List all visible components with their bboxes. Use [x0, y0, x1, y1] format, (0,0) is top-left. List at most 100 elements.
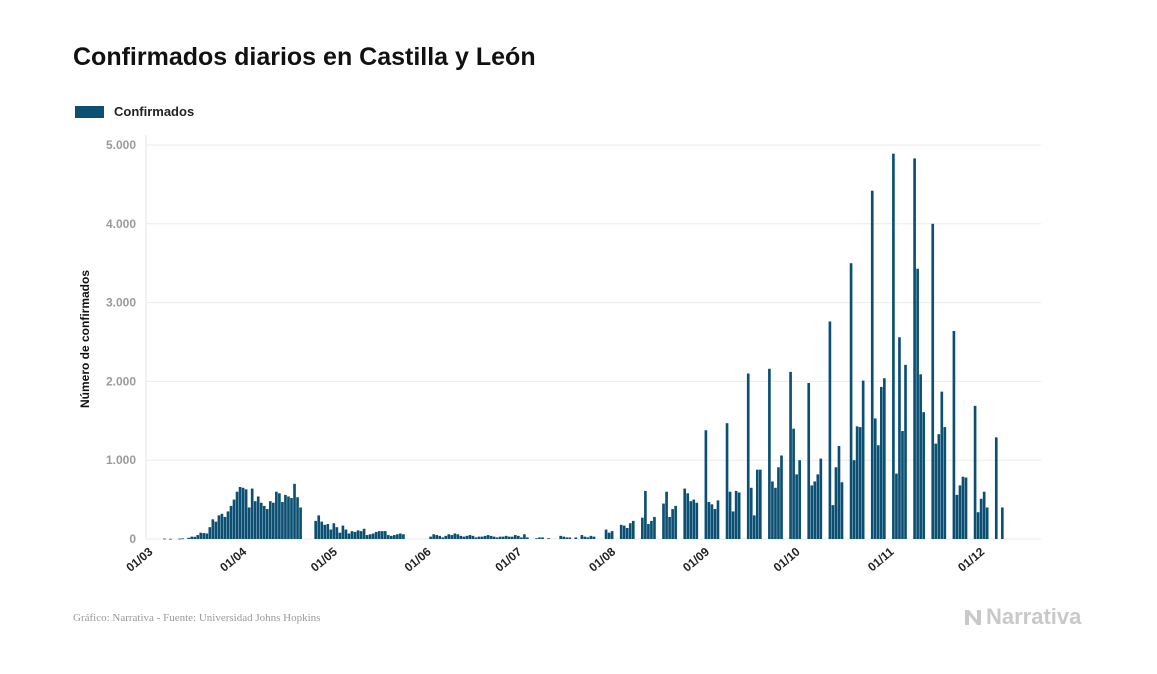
bar — [589, 535, 593, 539]
x-tick-label: 01/11 — [865, 544, 897, 574]
bar — [356, 530, 360, 539]
bar — [631, 520, 635, 539]
bar — [353, 531, 357, 539]
bar — [985, 507, 989, 539]
bar — [943, 427, 947, 539]
bar — [211, 519, 215, 539]
bar — [450, 535, 454, 539]
bar — [883, 378, 886, 539]
bar — [774, 487, 777, 539]
bar — [498, 536, 502, 539]
bar — [293, 483, 296, 539]
y-axis-ticks: 0 1.000 2.000 3.000 4.000 5.000 — [106, 138, 136, 546]
bar — [834, 467, 838, 539]
bar — [895, 473, 898, 539]
bar — [961, 476, 965, 539]
y-tick-label: 0 — [129, 532, 136, 546]
bar — [262, 505, 266, 539]
bar — [604, 529, 608, 539]
bar — [178, 538, 181, 540]
bar — [892, 153, 895, 540]
bar — [523, 534, 526, 539]
bar — [477, 536, 481, 539]
bar — [686, 493, 690, 539]
bar — [731, 511, 735, 539]
bar — [683, 488, 687, 539]
bar — [383, 531, 387, 539]
bar — [565, 537, 569, 539]
bar — [217, 515, 221, 539]
bar — [692, 499, 696, 539]
x-tick-label: 01/04 — [217, 544, 249, 574]
bar — [435, 535, 439, 539]
bar — [507, 536, 511, 539]
bar — [265, 509, 269, 539]
bar — [716, 500, 720, 539]
bar — [876, 445, 880, 539]
bar — [377, 531, 381, 539]
x-tick-label: 01/05 — [308, 544, 340, 574]
bar — [374, 531, 378, 539]
bar — [610, 531, 614, 539]
bar — [232, 499, 236, 539]
x-tick-label: 01/09 — [680, 544, 712, 574]
bar — [486, 535, 490, 539]
bar — [241, 487, 245, 539]
bar — [235, 491, 239, 539]
bar — [994, 437, 998, 539]
bar — [955, 494, 959, 539]
bar — [671, 509, 674, 539]
bar — [538, 537, 541, 539]
bar — [689, 501, 693, 539]
bar — [347, 533, 351, 539]
bar — [247, 507, 251, 539]
bar — [713, 509, 717, 539]
brand-logo: Narrativa — [963, 604, 1081, 630]
bar — [272, 502, 275, 539]
bar — [777, 467, 780, 539]
bar — [483, 535, 487, 539]
bar — [728, 491, 732, 539]
bar — [250, 488, 254, 539]
bar — [625, 527, 629, 539]
bar — [489, 535, 493, 539]
legend-swatch — [75, 105, 104, 118]
bar — [314, 520, 318, 539]
bar — [402, 534, 405, 539]
bar — [737, 492, 741, 539]
bar — [187, 537, 190, 539]
bar — [858, 427, 862, 539]
bar — [441, 537, 445, 539]
bar — [504, 535, 508, 539]
bar — [746, 373, 750, 539]
bar — [181, 538, 184, 540]
bar — [583, 536, 587, 539]
bar — [704, 430, 708, 539]
bar — [320, 521, 324, 539]
bar — [982, 491, 986, 539]
bar — [958, 485, 962, 539]
bar — [371, 533, 375, 539]
bar — [861, 380, 865, 539]
bar — [562, 536, 566, 539]
legend-label: Confirmados — [114, 104, 195, 119]
bar — [169, 538, 172, 540]
bars — [163, 153, 1004, 540]
bar — [193, 536, 197, 539]
bar — [329, 529, 333, 539]
bar — [901, 431, 904, 539]
bar — [828, 321, 832, 539]
bar — [278, 493, 281, 539]
bar — [365, 535, 369, 539]
bar — [879, 386, 883, 539]
x-tick-label: 01/08 — [586, 544, 618, 574]
bar — [653, 516, 656, 539]
bar — [220, 513, 224, 539]
bar — [396, 534, 399, 539]
bar — [813, 481, 817, 539]
bar — [459, 535, 463, 539]
y-tick-label: 1.000 — [106, 453, 136, 467]
bar — [323, 524, 327, 539]
bar — [707, 501, 711, 539]
bar — [259, 502, 263, 539]
